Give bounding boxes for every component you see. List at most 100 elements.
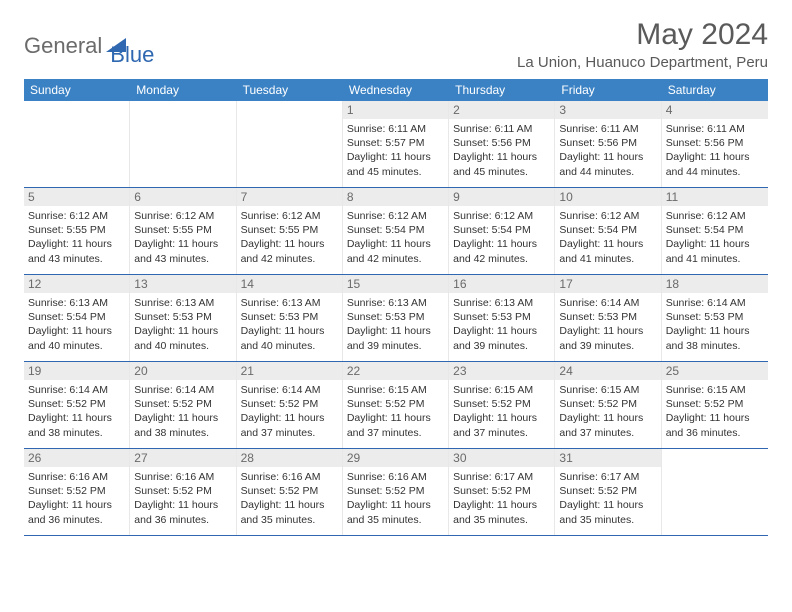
daylight-line: and 41 minutes. [666, 252, 764, 266]
daylight-line: and 43 minutes. [28, 252, 125, 266]
calendar-cell: 29Sunrise: 6:16 AMSunset: 5:52 PMDayligh… [343, 449, 449, 535]
day-number: 19 [24, 362, 129, 380]
daylight-line: and 45 minutes. [453, 165, 550, 179]
daylight-line: and 36 minutes. [134, 513, 231, 527]
calendar-week: 5Sunrise: 6:12 AMSunset: 5:55 PMDaylight… [24, 188, 768, 275]
daylight-line: Daylight: 11 hours [28, 237, 125, 251]
daylight-line: and 39 minutes. [453, 339, 550, 353]
daylight-line: Daylight: 11 hours [453, 324, 550, 338]
day-number: 9 [449, 188, 554, 206]
day-number: 31 [555, 449, 660, 467]
calendar-cell: 12Sunrise: 6:13 AMSunset: 5:54 PMDayligh… [24, 275, 130, 361]
sunset-line: Sunset: 5:52 PM [134, 484, 231, 498]
weekday-tue: Tuesday [237, 79, 343, 101]
calendar-cell: 24Sunrise: 6:15 AMSunset: 5:52 PMDayligh… [555, 362, 661, 448]
daylight-line: Daylight: 11 hours [453, 150, 550, 164]
weekday-thu: Thursday [449, 79, 555, 101]
sunset-line: Sunset: 5:52 PM [28, 397, 125, 411]
sunset-line: Sunset: 5:52 PM [134, 397, 231, 411]
day-number: 27 [130, 449, 235, 467]
calendar-cell: 13Sunrise: 6:13 AMSunset: 5:53 PMDayligh… [130, 275, 236, 361]
sunrise-line: Sunrise: 6:14 AM [241, 383, 338, 397]
sunset-line: Sunset: 5:54 PM [453, 223, 550, 237]
calendar-cell: 5Sunrise: 6:12 AMSunset: 5:55 PMDaylight… [24, 188, 130, 274]
day-number: 25 [662, 362, 768, 380]
weekday-wed: Wednesday [343, 79, 449, 101]
daylight-line: Daylight: 11 hours [666, 150, 764, 164]
calendar-cell: 2Sunrise: 6:11 AMSunset: 5:56 PMDaylight… [449, 101, 555, 187]
daylight-line: Daylight: 11 hours [134, 237, 231, 251]
day-number: 22 [343, 362, 448, 380]
sunset-line: Sunset: 5:52 PM [559, 397, 656, 411]
sunset-line: Sunset: 5:52 PM [241, 397, 338, 411]
calendar-cell: 15Sunrise: 6:13 AMSunset: 5:53 PMDayligh… [343, 275, 449, 361]
daylight-line: Daylight: 11 hours [559, 324, 656, 338]
calendar-cell [662, 449, 768, 535]
daylight-line: and 35 minutes. [559, 513, 656, 527]
daylight-line: and 43 minutes. [134, 252, 231, 266]
daylight-line: and 45 minutes. [347, 165, 444, 179]
brand-part2: Blue [110, 24, 154, 68]
daylight-line: Daylight: 11 hours [559, 498, 656, 512]
calendar-cell [24, 101, 130, 187]
daylight-line: Daylight: 11 hours [347, 498, 444, 512]
calendar-cell: 31Sunrise: 6:17 AMSunset: 5:52 PMDayligh… [555, 449, 661, 535]
daylight-line: and 38 minutes. [28, 426, 125, 440]
day-number: 10 [555, 188, 660, 206]
sunrise-line: Sunrise: 6:14 AM [666, 296, 764, 310]
weekday-sun: Sunday [24, 79, 130, 101]
daylight-line: Daylight: 11 hours [347, 411, 444, 425]
daylight-line: and 38 minutes. [134, 426, 231, 440]
sunrise-line: Sunrise: 6:11 AM [347, 122, 444, 136]
sunrise-line: Sunrise: 6:15 AM [453, 383, 550, 397]
sunset-line: Sunset: 5:52 PM [453, 397, 550, 411]
daylight-line: Daylight: 11 hours [347, 324, 444, 338]
daylight-line: and 42 minutes. [347, 252, 444, 266]
calendar-cell: 23 Sunrise: 6:15 AMSunset: 5:52 PMDayligh… [449, 362, 555, 448]
sunset-line: Sunset: 5:56 PM [666, 136, 764, 150]
day-number: 23 [449, 362, 554, 380]
daylight-line: and 41 minutes. [559, 252, 656, 266]
sunset-line: Sunset: 5:54 PM [28, 310, 125, 324]
sunrise-line: Sunrise: 6:14 AM [559, 296, 656, 310]
sunrise-line: Sunrise: 6:13 AM [28, 296, 125, 310]
location-label: La Union, Huanuco Department, Peru [517, 54, 768, 71]
daylight-line: and 36 minutes. [28, 513, 125, 527]
sunrise-line: Sunrise: 6:13 AM [347, 296, 444, 310]
sunrise-line: Sunrise: 6:11 AM [666, 122, 764, 136]
day-number: 21 [237, 362, 342, 380]
day-number: 4 [662, 101, 768, 119]
calendar-week: 26Sunrise: 6:16 AMSunset: 5:52 PMDayligh… [24, 449, 768, 536]
calendar-cell: 25Sunrise: 6:15 AMSunset: 5:52 PMDayligh… [662, 362, 768, 448]
day-number: 28 [237, 449, 342, 467]
sunset-line: Sunset: 5:55 PM [134, 223, 231, 237]
sunset-line: Sunset: 5:54 PM [559, 223, 656, 237]
daylight-line: Daylight: 11 hours [134, 498, 231, 512]
sunrise-line: Sunrise: 6:17 AM [559, 470, 656, 484]
sunset-line: Sunset: 5:56 PM [559, 136, 656, 150]
daylight-line: Daylight: 11 hours [241, 498, 338, 512]
calendar-cell: 4 Sunrise: 6:11 AMSunset: 5:56 PMDaylight… [662, 101, 768, 187]
day-number: 8 [343, 188, 448, 206]
calendar-week: 1Sunrise: 6:11 AMSunset: 5:57 PMDaylight… [24, 101, 768, 188]
sunrise-line: Sunrise: 6:16 AM [241, 470, 338, 484]
daylight-line: and 42 minutes. [241, 252, 338, 266]
daylight-line: and 42 minutes. [453, 252, 550, 266]
calendar-cell: 8Sunrise: 6:12 AMSunset: 5:54 PMDaylight… [343, 188, 449, 274]
weekday-fri: Friday [555, 79, 661, 101]
daylight-line: and 40 minutes. [28, 339, 125, 353]
calendar-cell: 27Sunrise: 6:16 AMSunset: 5:52 PMDayligh… [130, 449, 236, 535]
sunrise-line: Sunrise: 6:13 AM [134, 296, 231, 310]
daylight-line: and 37 minutes. [241, 426, 338, 440]
title-block: May 2024 La Union, Huanuco Department, P… [517, 18, 768, 71]
calendar-cell: 18Sunrise: 6:14 AMSunset: 5:53 PMDayligh… [662, 275, 768, 361]
daylight-line: Daylight: 11 hours [453, 411, 550, 425]
day-number: 7 [237, 188, 342, 206]
sunset-line: Sunset: 5:55 PM [241, 223, 338, 237]
day-number: 5 [24, 188, 129, 206]
sunset-line: Sunset: 5:53 PM [453, 310, 550, 324]
sunrise-line: Sunrise: 6:17 AM [453, 470, 550, 484]
sunrise-line: Sunrise: 6:13 AM [453, 296, 550, 310]
sunset-line: Sunset: 5:54 PM [347, 223, 444, 237]
day-number: 30 [449, 449, 554, 467]
